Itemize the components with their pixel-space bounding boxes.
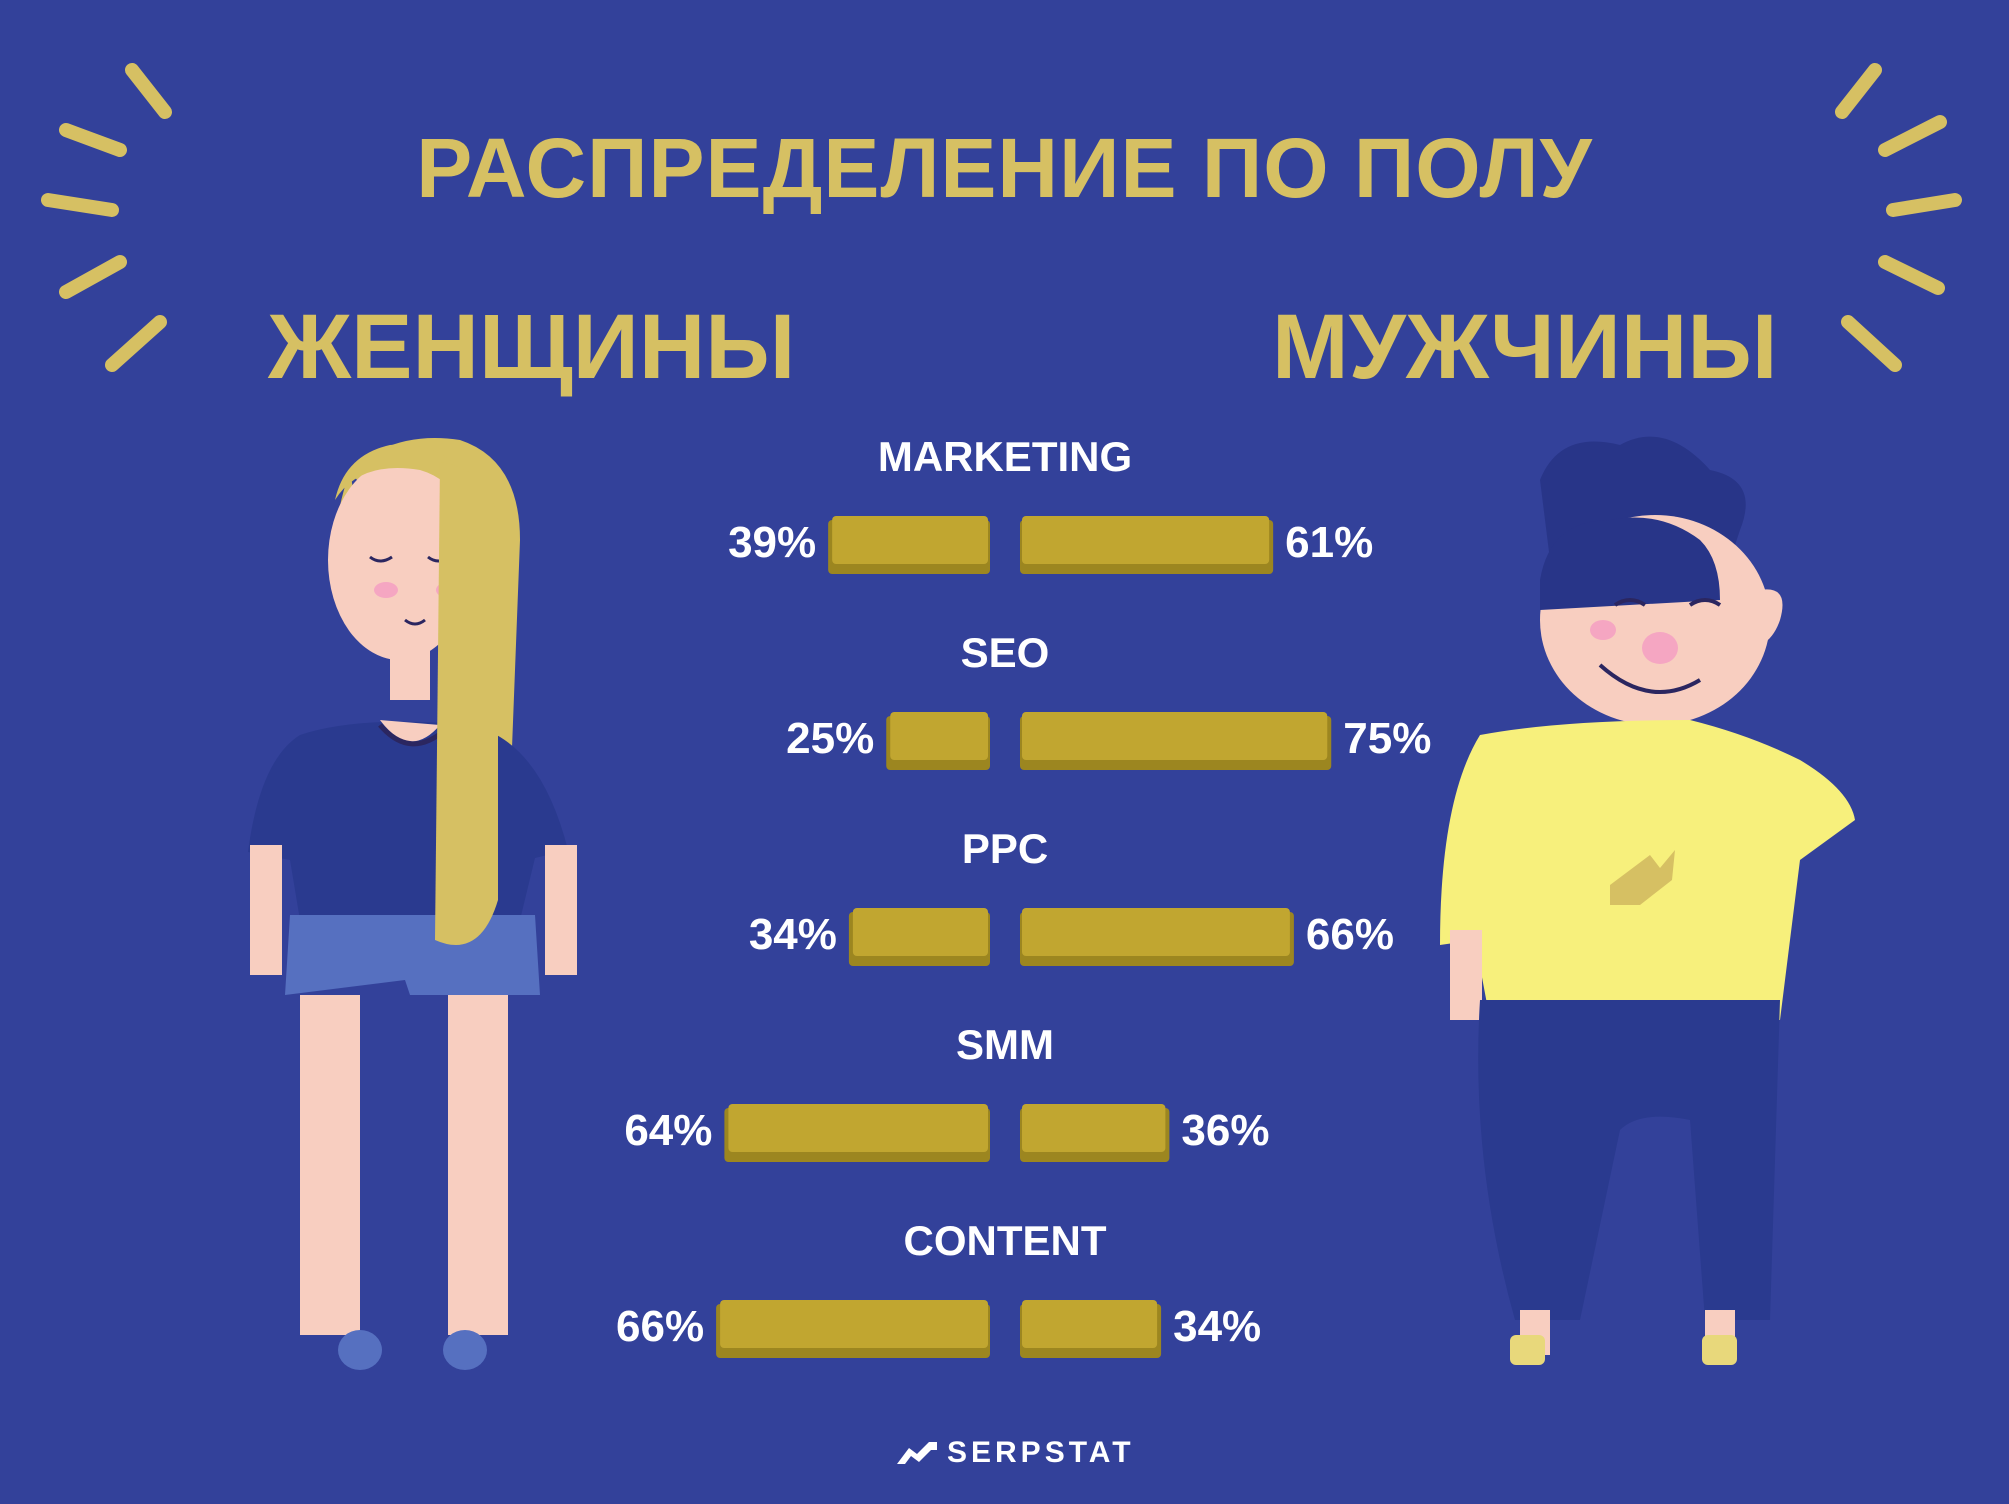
bar-men (1022, 516, 1270, 564)
sparkle-right-icon (1835, 63, 1962, 372)
bar-men (1022, 1300, 1158, 1348)
value-label-men: 66% (1306, 910, 1394, 959)
label-women: ЖЕНЩИНЫ (268, 296, 796, 398)
bar-men (1022, 1104, 1166, 1152)
value-label-men: 36% (1181, 1106, 1269, 1155)
value-label-women: 34% (749, 910, 837, 959)
bar-women (890, 712, 988, 760)
bar-women (852, 908, 988, 956)
category-label: MARKETING (878, 433, 1132, 480)
category-label: SEO (961, 629, 1050, 676)
serpstat-logo-icon (897, 1442, 937, 1464)
value-label-women: 39% (728, 518, 816, 567)
value-label-men: 34% (1173, 1302, 1261, 1351)
value-label-women: 64% (624, 1106, 712, 1155)
category-label: CONTENT (904, 1217, 1107, 1264)
value-label-men: 75% (1343, 714, 1431, 763)
serpstat-logo: SERPSTAT (895, 1433, 1135, 1473)
bar-men (1022, 908, 1290, 956)
value-label-women: 66% (616, 1302, 704, 1351)
man-illustration (1440, 436, 1855, 1365)
chart-title: РАСПРЕДЕЛЕНИЕ ПО ПОЛУ (416, 121, 1593, 215)
value-label-men: 61% (1285, 518, 1373, 567)
category-label: PPC (962, 825, 1048, 872)
value-label-women: 25% (786, 714, 874, 763)
logo-text: SERPSTAT (947, 1436, 1135, 1469)
bar-men (1022, 712, 1328, 760)
label-men: МУЖЧИНЫ (1272, 296, 1778, 398)
bar-women (832, 516, 988, 564)
bar-women (728, 1104, 988, 1152)
sparkle-left-icon (41, 63, 172, 372)
bar-women (720, 1300, 988, 1348)
woman-illustration (248, 438, 577, 1370)
category-label: SMM (956, 1021, 1054, 1068)
